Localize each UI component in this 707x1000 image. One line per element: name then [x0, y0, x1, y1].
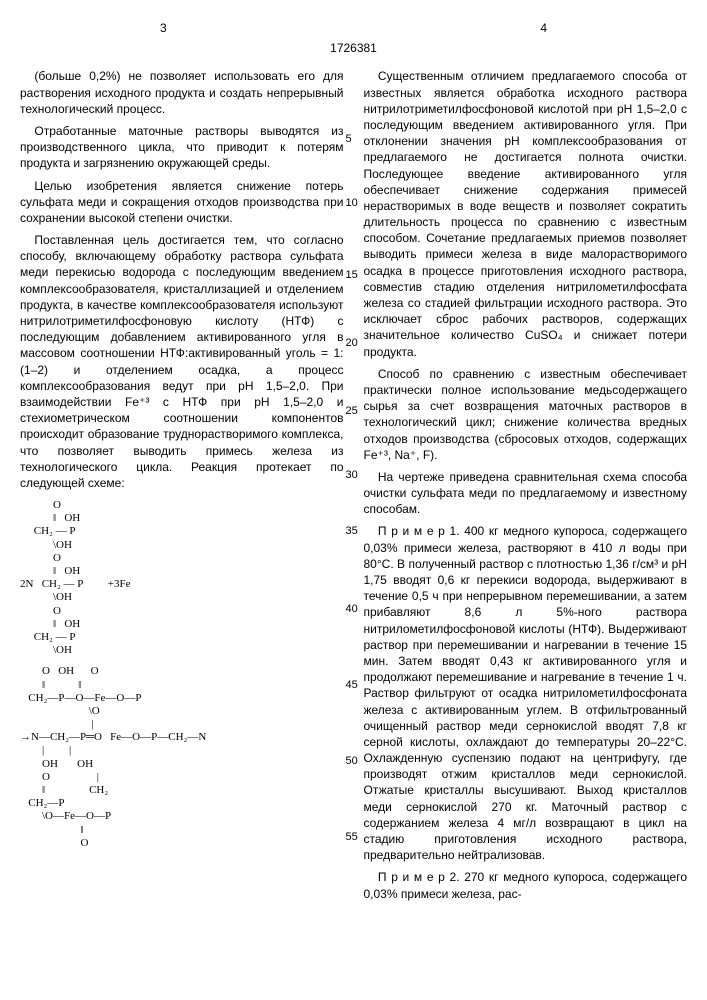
right-p4: П р и м е р 1. 400 кг медного купороса, …	[364, 523, 688, 863]
right-p3: На чертеже приведена сравнительная схема…	[364, 469, 688, 518]
line-num-5: 5	[346, 132, 352, 147]
right-p1: Существенным отличием предлагаемого спос…	[364, 68, 688, 359]
left-p1: (больше 0,2%) не позволяет использовать …	[20, 68, 344, 117]
chem-structure-1: O ‖ OH CH₂ — P \OH O ‖ OH 2N CH₂ — P +3F…	[20, 499, 344, 657]
line-num-15: 15	[346, 268, 358, 283]
line-num-10: 10	[346, 196, 358, 211]
line-num-20: 20	[346, 336, 358, 351]
line-num-45: 45	[346, 678, 358, 693]
left-p3: Целью изобретения является снижение поте…	[20, 178, 344, 227]
left-column: (больше 0,2%) не позволяет использовать …	[20, 68, 344, 907]
right-p2: Способ по сравнению с известным обеспечи…	[364, 366, 688, 463]
left-p2: Отработанные маточные растворы выводятся…	[20, 123, 344, 172]
chem-structure-2: O OH O ‖ ‖ CH₂—P—O—Fe—O—P \O | →N—CH₂—P═…	[20, 665, 344, 850]
line-num-55: 55	[346, 830, 358, 845]
line-num-30: 30	[346, 468, 358, 483]
line-num-40: 40	[346, 602, 358, 617]
right-p5: П р и м е р 2. 270 кг медного купороса, …	[364, 869, 688, 901]
line-num-25: 25	[346, 404, 358, 419]
page-num-right: 4	[540, 20, 547, 36]
left-p4: Поставленная цель достигается тем, что с…	[20, 232, 344, 491]
right-column: 5 10 15 20 25 30 35 40 45 50 55 Существе…	[364, 68, 688, 907]
line-num-50: 50	[346, 754, 358, 769]
patent-number: 1726381	[20, 40, 687, 56]
line-num-35: 35	[346, 524, 358, 539]
page-num-left: 3	[160, 20, 167, 36]
